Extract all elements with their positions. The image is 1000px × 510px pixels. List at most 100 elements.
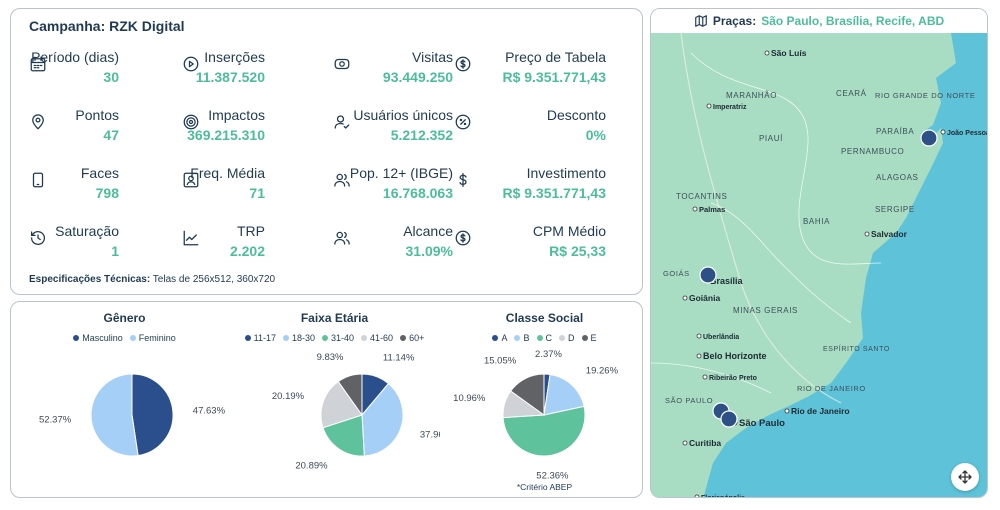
metric-value: 1: [111, 243, 119, 259]
metric-label: Impactos: [208, 107, 265, 123]
pie-slice-c[interactable]: [502, 405, 586, 457]
pie-svg: 11.14% 37.96% 20.89% 20.19% 9.83%: [272, 352, 440, 472]
metric-label: Freq. Média: [190, 165, 265, 181]
legend-item[interactable]: Masculino: [73, 333, 123, 343]
history-icon: [29, 229, 47, 247]
fullscreen-button[interactable]: [951, 463, 979, 491]
legend-item[interactable]: E: [581, 333, 597, 343]
city-dot: [706, 103, 712, 109]
data-label: 52.37%: [39, 415, 72, 426]
tablet-icon: [29, 171, 47, 189]
land: [651, 33, 956, 497]
metric-label: Preço de Tabela: [505, 49, 606, 65]
map-label: São Paulo: [739, 418, 785, 429]
metric-faces: Faces 798: [29, 165, 119, 209]
campaign-summary-card: Campanha: RZK Digital Período (dias) 30 In…: [10, 8, 643, 295]
pie-slice-18-30[interactable]: [361, 382, 404, 457]
metric-value: R$ 25,33: [549, 243, 606, 259]
pie-slice-masculino[interactable]: [131, 373, 174, 457]
metric-impactos: Impactos 369.215.310: [182, 107, 265, 151]
specs-label: Especificações Técnicas:: [29, 274, 151, 285]
metric-desconto: Desconto 0%: [454, 107, 606, 151]
metric-satura-o: Saturação 1: [29, 223, 119, 267]
map-card: Praças: São Paulo, Brasília, Recife, ABD…: [650, 8, 988, 498]
map-label: Curitiba: [689, 438, 721, 448]
legend-swatch: [322, 335, 329, 341]
specs-value: Telas de 256x512, 360x720: [152, 274, 276, 285]
legend-swatch: [492, 335, 499, 341]
data-label: 2.37%: [535, 349, 562, 360]
pie-slice-b[interactable]: [543, 373, 585, 416]
legend-item[interactable]: 41-60: [361, 333, 393, 343]
map-label: João Pessoa: [947, 130, 988, 137]
legend-item[interactable]: C: [536, 333, 552, 343]
city-dot: [682, 295, 688, 301]
legend-label: Feminino: [138, 333, 176, 343]
legend-item[interactable]: 18-30: [282, 333, 315, 343]
legend-swatch: [536, 335, 543, 341]
legend-swatch: [581, 335, 588, 341]
pie-slice-31-40[interactable]: [322, 414, 365, 457]
city-dot: [694, 494, 700, 497]
metric-value: 93.449.250: [382, 69, 453, 85]
legend-item[interactable]: D: [559, 333, 575, 343]
data-label: 37.96%: [420, 429, 440, 440]
map-label: PERNAMBUCO: [841, 147, 904, 156]
data-label: 52.36%: [536, 470, 569, 481]
legend-label: B: [523, 333, 530, 343]
chart-legend: 11-17 18-30 31-40 41-60 60+: [229, 333, 440, 343]
user-square-icon: [182, 171, 200, 189]
map-label: MINAS GERAIS: [733, 306, 798, 315]
map-label: São Luís: [771, 48, 807, 58]
metric-label: CPM Médio: [532, 223, 606, 239]
pie-svg: 2.37% 19.26% 52.36% 10.96% 15.05%: [453, 349, 618, 481]
data-label: 47.63%: [193, 406, 226, 417]
metric-value: R$ 9.351.771,43: [502, 185, 606, 201]
play-icon: [182, 55, 200, 73]
map-canvas[interactable]: São Luís MARANHÃO CEARÁ RIO GRANDE DO NORTE…: [651, 33, 988, 498]
pie-slice-41-60[interactable]: [320, 380, 363, 429]
chart-genero: Gênero Masculino Feminino 47.63% 52.37%: [19, 302, 230, 499]
legend-item[interactable]: A: [492, 333, 507, 343]
metric-value: 16.768.063: [382, 185, 453, 201]
map-label: Florianópolis: [701, 495, 745, 498]
metric-label: Inserções: [204, 49, 265, 65]
pie-slice-e[interactable]: [510, 373, 545, 416]
line-chart-icon: [182, 229, 200, 247]
metric-pontos: Pontos 47: [29, 107, 119, 151]
city-dot: [682, 440, 688, 446]
map-pin-icon: [29, 113, 47, 131]
legend-item[interactable]: 60+: [400, 333, 424, 343]
pie-slice-feminino[interactable]: [90, 373, 139, 457]
dollar-circle-icon: [454, 55, 472, 73]
metric-value: 798: [95, 185, 119, 201]
map-label: Goiânia: [689, 293, 720, 303]
dollar-circle-icon: [454, 229, 472, 247]
map-label: PARAÍBA: [876, 127, 914, 136]
technical-specs: Especificações Técnicas: Telas de 256x51…: [29, 274, 275, 285]
legend-item[interactable]: B: [514, 333, 530, 343]
legend-item[interactable]: 31-40: [322, 333, 354, 343]
map-label: MARANHÃO: [726, 91, 777, 100]
metric-per-odo-dias: Período (dias) 30: [29, 49, 119, 93]
legend-swatch: [559, 335, 565, 341]
map-label: RIO DE JANEIRO: [797, 384, 866, 393]
pie-slice-60-[interactable]: [337, 373, 363, 417]
road: [680, 33, 842, 404]
campaign-title: Campanha: RZK Digital: [29, 18, 185, 34]
legend-swatch: [73, 335, 80, 341]
metric-label: Faces: [80, 165, 119, 181]
city-dot: [702, 374, 708, 380]
map-label: PIAUÍ: [759, 134, 783, 143]
legend-swatch: [244, 335, 251, 341]
legend-label: Masculino: [82, 333, 123, 343]
metric-label: Alcance: [403, 223, 453, 239]
metric-label: Pop. 12+ (IBGE): [349, 165, 453, 181]
legend-item[interactable]: 11-17: [244, 333, 276, 343]
fullscreen-icon: [958, 470, 972, 484]
legend-item[interactable]: Feminino: [129, 333, 176, 343]
map-label: Brasília: [710, 276, 744, 286]
legend-swatch: [514, 335, 521, 341]
metric-value: 71: [249, 185, 265, 201]
city-dot: [764, 50, 770, 56]
